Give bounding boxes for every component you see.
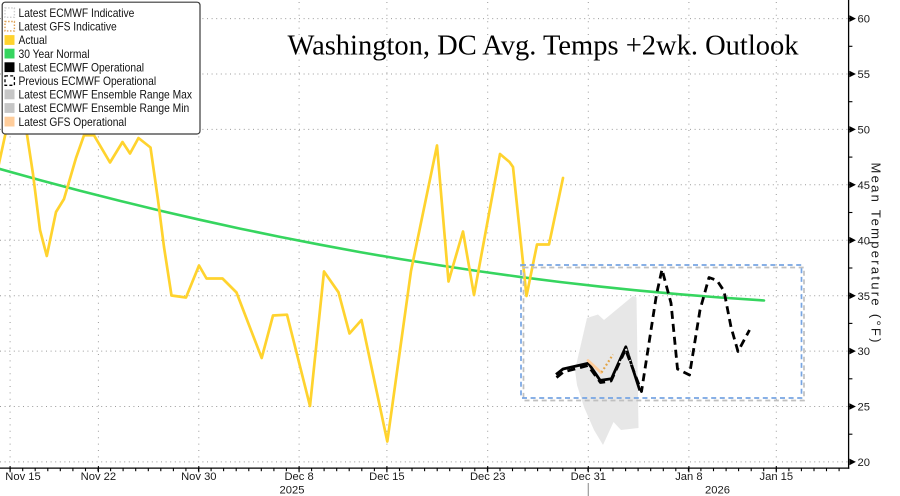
- svg-text:Latest ECMWF Ensemble Range Mi: Latest ECMWF Ensemble Range Min: [19, 102, 190, 115]
- svg-text:30 Year Normal: 30 Year Normal: [19, 48, 90, 61]
- svg-text:Jan 15: Jan 15: [760, 471, 794, 483]
- svg-text:40: 40: [858, 235, 870, 247]
- svg-text:Dec 31: Dec 31: [571, 471, 606, 483]
- svg-text:20: 20: [858, 457, 870, 469]
- svg-text:Latest ECMWF Operational: Latest ECMWF Operational: [19, 61, 145, 74]
- svg-text:Previous ECMWF Operational: Previous ECMWF Operational: [19, 75, 157, 88]
- svg-text:Dec 23: Dec 23: [470, 471, 505, 483]
- svg-text:Latest GFS Indicative: Latest GFS Indicative: [19, 21, 117, 34]
- svg-text:30: 30: [858, 346, 870, 358]
- svg-text:Actual: Actual: [19, 34, 48, 47]
- svg-text:2026: 2026: [705, 485, 730, 496]
- svg-text:60: 60: [858, 14, 870, 26]
- svg-text:Latest ECMWF Ensemble Range Ma: Latest ECMWF Ensemble Range Max: [19, 89, 193, 102]
- svg-text:45: 45: [858, 180, 870, 192]
- svg-text:2025: 2025: [280, 485, 305, 496]
- svg-text:Latest GFS Operational: Latest GFS Operational: [19, 116, 127, 129]
- svg-text:55: 55: [858, 69, 870, 81]
- svg-text:Mean Temperature (°F): Mean Temperature (°F): [869, 163, 884, 343]
- svg-text:Dec 15: Dec 15: [369, 471, 404, 483]
- svg-text:50: 50: [858, 125, 870, 137]
- svg-text:Dec 8: Dec 8: [284, 471, 313, 483]
- svg-text:Nov 30: Nov 30: [181, 471, 216, 483]
- svg-text:Jan 8: Jan 8: [675, 471, 702, 483]
- svg-text:Washington, DC Avg. Temps +2wk: Washington, DC Avg. Temps +2wk. Outlook: [287, 31, 799, 62]
- svg-text:Nov 22: Nov 22: [81, 471, 116, 483]
- svg-text:35: 35: [858, 291, 870, 303]
- svg-text:Nov 15: Nov 15: [5, 471, 40, 483]
- svg-text:Latest ECMWF Indicative: Latest ECMWF Indicative: [19, 7, 135, 20]
- svg-text:25: 25: [858, 402, 870, 414]
